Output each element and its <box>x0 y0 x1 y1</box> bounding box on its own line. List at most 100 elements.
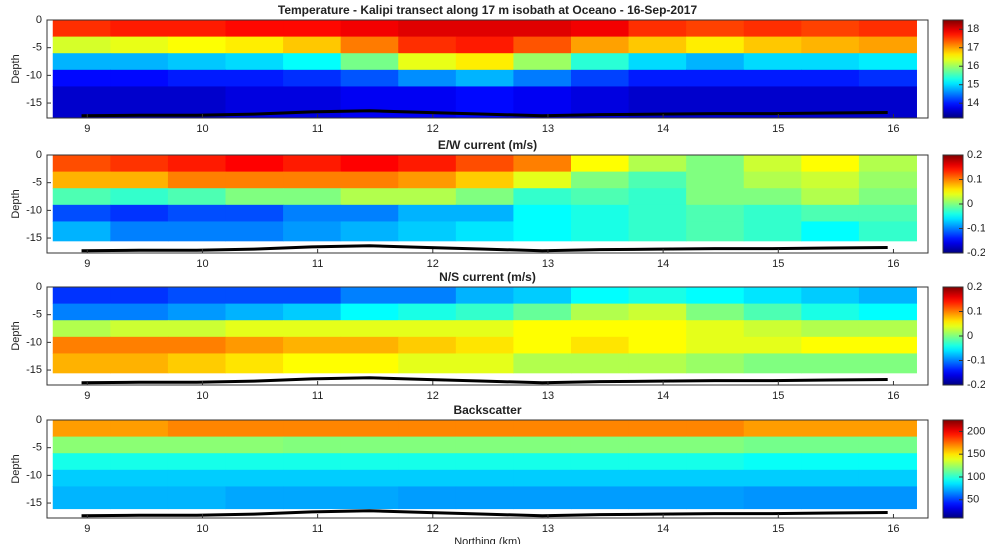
x-tick-label: 16 <box>887 123 899 135</box>
heat-cell <box>858 155 917 173</box>
heat-cell <box>628 155 687 173</box>
y-tick-label: -5 <box>32 309 42 321</box>
y-axis-label: Depth <box>10 54 22 83</box>
heat-cell <box>225 287 284 305</box>
x-tick-label: 9 <box>84 523 90 535</box>
x-tick-label: 13 <box>542 390 554 402</box>
heat-cell <box>398 204 457 222</box>
x-tick-label: 14 <box>657 523 669 535</box>
y-tick-label: -10 <box>26 336 42 348</box>
heat-cell <box>801 53 860 71</box>
heat-cell <box>513 20 572 38</box>
heat-cell <box>225 69 284 87</box>
heat-cell <box>628 336 687 354</box>
heat-cell <box>110 69 169 87</box>
heat-cell <box>570 486 630 510</box>
heat-cell <box>167 486 227 510</box>
heat-cell <box>801 171 860 189</box>
heat-cell <box>225 155 284 173</box>
heat-cell <box>167 436 227 454</box>
heat-cell <box>225 36 284 54</box>
heat-cell <box>801 287 860 305</box>
colorbar-tick-label: 150 <box>967 448 985 460</box>
heat-cell <box>225 420 284 438</box>
heat-cell <box>167 69 227 87</box>
heat-cell <box>340 20 399 38</box>
heat-cell <box>801 155 860 173</box>
heat-cell <box>283 486 342 510</box>
heat-cell <box>52 86 111 119</box>
heat-cell <box>513 420 572 438</box>
y-tick-label: -15 <box>26 97 42 109</box>
heat-cell <box>167 336 227 354</box>
heat-cell <box>398 486 457 510</box>
heat-cell <box>801 353 860 374</box>
heat-cell <box>570 336 630 354</box>
heat-cell <box>225 204 284 222</box>
heat-cell <box>225 353 284 374</box>
heat-cell <box>686 53 745 71</box>
heat-cell <box>340 53 399 71</box>
heat-cell <box>398 36 457 54</box>
x-tick-label: 9 <box>84 258 90 270</box>
heat-cell <box>686 353 745 374</box>
heat-cell <box>52 486 111 510</box>
heat-cell <box>513 86 572 119</box>
heat-cell <box>513 36 572 54</box>
heat-cell <box>167 188 227 206</box>
heat-cell <box>628 320 687 338</box>
heat-cell <box>398 320 457 338</box>
heat-cell <box>858 453 917 471</box>
heat-cell <box>283 336 342 354</box>
heat-cell <box>167 303 227 321</box>
heat-cell <box>225 320 284 338</box>
heat-cell <box>110 20 169 38</box>
heat-cell <box>455 486 514 510</box>
heat-cell <box>455 20 514 38</box>
heat-cell <box>570 320 630 338</box>
heat-cell <box>801 469 860 487</box>
heat-cell <box>110 53 169 71</box>
seafloor-line <box>81 376 888 385</box>
heat-cell <box>398 53 457 71</box>
heat-cell <box>52 436 111 454</box>
colorbar-tick-label: 0 <box>967 330 973 342</box>
heat-cell <box>398 453 457 471</box>
heat-cell <box>225 469 284 487</box>
heat-cell <box>801 320 860 338</box>
y-axis-label: Depth <box>10 454 22 483</box>
heat-cell <box>858 221 917 242</box>
x-tick-label: 14 <box>657 123 669 135</box>
seafloor-line <box>81 509 888 518</box>
heat-cell <box>110 336 169 354</box>
heat-cell <box>110 86 169 119</box>
heat-cell <box>858 171 917 189</box>
heat-cell <box>743 36 802 54</box>
heat-cell <box>570 204 630 222</box>
heat-cell <box>167 204 227 222</box>
x-tick-label: 10 <box>196 123 208 135</box>
x-tick-label: 13 <box>542 523 554 535</box>
chart-title: Temperature - Kalipi transect along 17 m… <box>278 3 698 17</box>
y-tick-label: -5 <box>32 42 42 54</box>
x-tick-label: 16 <box>887 258 899 270</box>
heat-cell <box>225 53 284 71</box>
x-tick-label: 9 <box>84 123 90 135</box>
y-tick-label: -5 <box>32 177 42 189</box>
heat-cell <box>570 36 630 54</box>
heat-cell <box>52 221 111 242</box>
colorbar-tick-label: 16 <box>967 60 979 72</box>
heat-cell <box>743 336 802 354</box>
heat-cell <box>686 204 745 222</box>
chart-title: E/W current (m/s) <box>438 138 537 152</box>
heat-cell <box>513 221 572 242</box>
heat-cell <box>52 36 111 54</box>
heat-cell <box>513 155 572 173</box>
heat-cell <box>858 336 917 354</box>
heat-cell <box>283 53 342 71</box>
heat-cell <box>110 287 169 305</box>
heat-cell <box>167 420 227 438</box>
heat-cell <box>283 221 342 242</box>
heat-cell <box>225 171 284 189</box>
heat-cell <box>340 221 399 242</box>
